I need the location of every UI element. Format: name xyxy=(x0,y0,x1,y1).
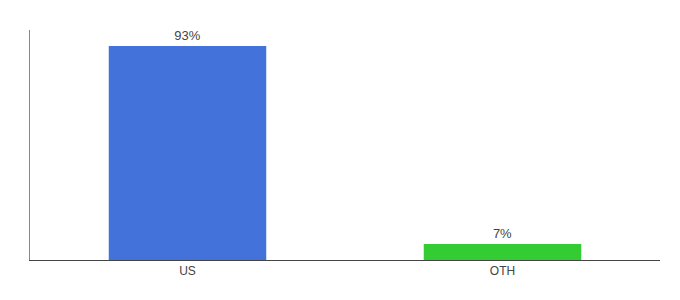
svg-text:OTH: OTH xyxy=(490,264,515,278)
svg-text:93%: 93% xyxy=(174,28,200,43)
svg-text:7%: 7% xyxy=(493,226,512,241)
svg-text:US: US xyxy=(179,264,196,278)
